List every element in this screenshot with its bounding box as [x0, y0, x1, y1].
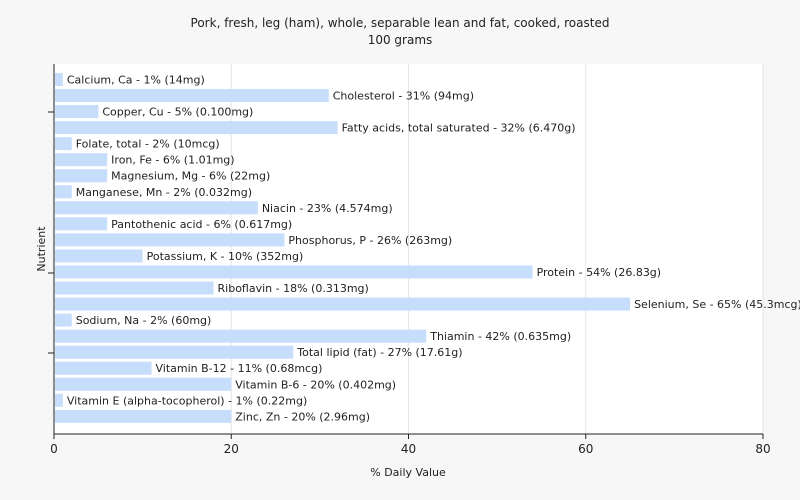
bar-19 [55, 377, 232, 391]
y-axis-title: Nutrient [35, 226, 48, 272]
bars-group [55, 73, 631, 423]
bar-label-15: Sodium, Na - 2% (60mg) [76, 314, 212, 327]
x-tick-label-1: 20 [224, 442, 239, 456]
bar-label-5: Iron, Fe - 6% (1.01mg) [111, 154, 234, 167]
bar-0 [55, 73, 63, 86]
chart-title: Pork, fresh, leg (ham), whole, separable… [191, 16, 610, 30]
bar-16 [55, 329, 427, 343]
bar-label-12: Protein - 54% (26.83g) [537, 266, 662, 279]
bar-label-17: Total lipid (fat) - 27% (17.61g) [296, 346, 462, 359]
bar-label-11: Potassium, K - 10% (352mg) [147, 250, 304, 263]
bar-label-16: Thiamin - 42% (0.635mg) [429, 330, 571, 343]
bar-4 [55, 137, 72, 151]
x-axis-ticks: 0 20 40 60 80 [50, 434, 771, 456]
bar-14 [55, 297, 631, 311]
bar-label-18: Vitamin B-12 - 11% (0.68mcg) [155, 362, 322, 375]
bar-9 [55, 217, 108, 231]
bar-label-3: Fatty acids, total saturated - 32% (6.47… [342, 122, 576, 135]
bar-label-9: Pantothenic acid - 6% (0.617mg) [111, 218, 292, 231]
x-tick-label-3: 60 [578, 442, 593, 456]
chart-subtitle: 100 grams [368, 33, 433, 47]
x-axis-title: % Daily Value [370, 466, 446, 479]
bar-label-21: Zinc, Zn - 20% (2.96mg) [235, 410, 370, 423]
bar-11 [55, 249, 143, 263]
bar-label-13: Riboflavin - 18% (0.313mg) [218, 282, 369, 295]
x-tick-label-2: 40 [401, 442, 416, 456]
bar-5 [55, 153, 108, 167]
bar-21 [55, 409, 232, 423]
bar-label-19: Vitamin B-6 - 20% (0.402mg) [235, 378, 396, 391]
bar-20 [55, 393, 63, 407]
bar-label-10: Phosphorus, P - 26% (263mg) [288, 234, 452, 247]
bar-7 [55, 185, 72, 199]
bar-label-20: Vitamin E (alpha-tocopherol) - 1% (0.22m… [67, 394, 307, 407]
bar-1 [55, 89, 329, 103]
bar-6 [55, 169, 108, 183]
x-tick-label-4: 80 [755, 442, 770, 456]
bar-labels-group: Calcium, Ca - 1% (14mg) Cholesterol - 31%… [67, 74, 800, 424]
bar-10 [55, 233, 285, 247]
bar-8 [55, 201, 258, 215]
bar-label-4: Folate, total - 2% (10mcg) [76, 138, 220, 151]
bar-15 [55, 313, 72, 327]
x-tick-label-0: 0 [50, 442, 58, 456]
bar-label-7: Manganese, Mn - 2% (0.032mg) [76, 186, 252, 199]
bar-label-1: Cholesterol - 31% (94mg) [333, 90, 474, 103]
bar-13 [55, 281, 214, 295]
bar-3 [55, 121, 338, 135]
bar-label-6: Magnesium, Mg - 6% (22mg) [111, 170, 270, 183]
bar-18 [55, 361, 152, 375]
bar-label-14: Selenium, Se - 65% (45.3mcg) [634, 298, 800, 311]
bar-12 [55, 265, 533, 279]
bar-label-2: Copper, Cu - 5% (0.100mg) [102, 106, 253, 119]
bar-label-8: Niacin - 23% (4.574mg) [262, 202, 393, 215]
bar-17 [55, 345, 294, 359]
y-axis-ticks [48, 111, 54, 354]
bar-2 [55, 105, 99, 119]
bar-label-0: Calcium, Ca - 1% (14mg) [67, 74, 205, 87]
